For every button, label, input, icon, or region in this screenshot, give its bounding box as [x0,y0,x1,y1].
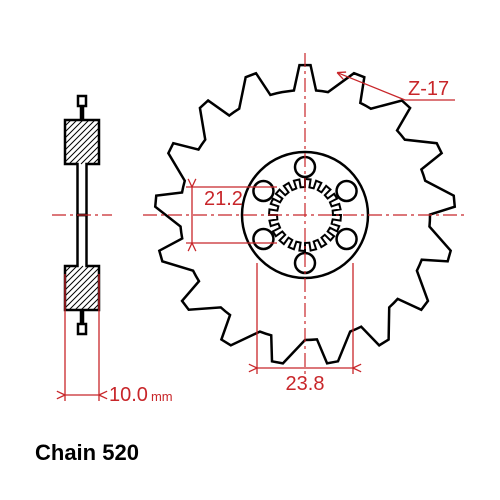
dim-inner-dia: 21.2 [204,188,243,210]
technical-drawing: 10.0mm 21.2 23.8 Z-17 Chain 520 [0,0,500,500]
bolt-hole [337,181,357,201]
bolt-hole [253,229,273,249]
teeth-callout: Z-17 [408,78,449,100]
side-profile [65,96,99,215]
dim-width-value: 10.0mm [109,384,173,406]
side-profile [65,215,99,334]
dim-bolt-circle: 23.8 [286,373,325,395]
bolt-hole [253,181,273,201]
bolt-hole [337,229,357,249]
chain-label: Chain 520 [35,440,139,465]
